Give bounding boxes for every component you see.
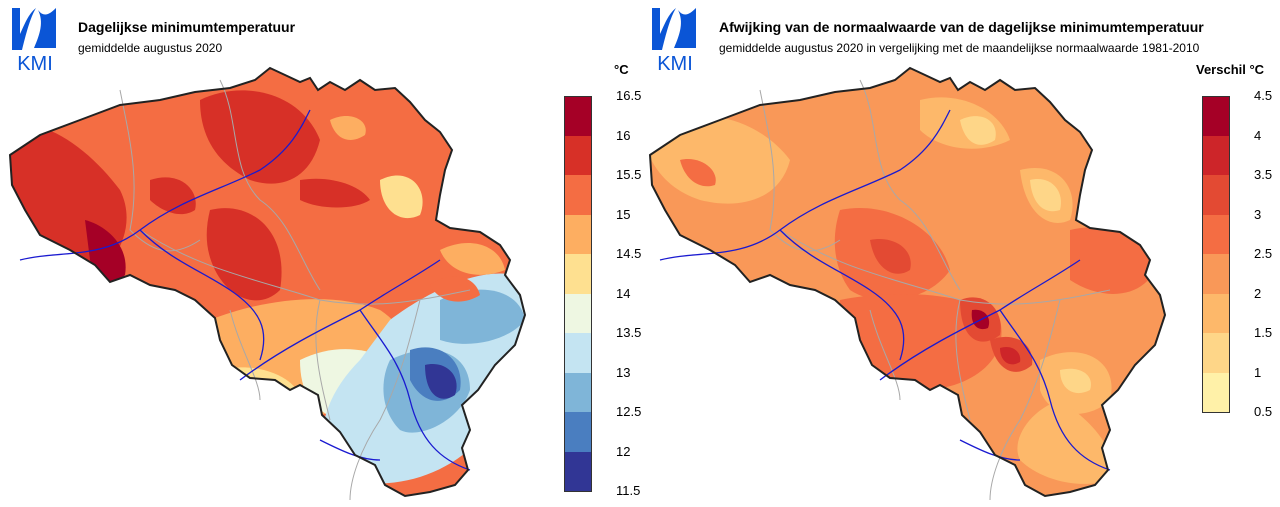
legend-swatch (564, 254, 592, 294)
anomaly-zones (650, 68, 1165, 496)
legend-tick-label: 13.5 (616, 325, 642, 340)
legend-tick-label: 3 (1254, 206, 1262, 222)
legend-swatch (564, 372, 592, 412)
panel-minimum-temperature: KMI Dagelijkse minimumtemperatuur gemidd… (9, 8, 642, 501)
legend-tick-label: 12 (616, 443, 631, 459)
legend-tick-label: 0.5 (1254, 404, 1273, 419)
legend-swatch (1202, 135, 1230, 175)
legend-tick-label: 1.5 (1254, 325, 1273, 340)
map-subtitle: gemiddelde augustus 2020 in vergelijking… (719, 41, 1200, 55)
map-title: Dagelijkse minimumtemperatuur (78, 19, 296, 35)
legend-swatch (1202, 175, 1230, 215)
legend-swatch (1202, 96, 1230, 137)
map-title: Afwijking van de normaalwaarde van de da… (719, 19, 1204, 35)
legend-swatch (564, 333, 592, 373)
legend-unit: °C (614, 62, 629, 77)
legend-swatch (1202, 372, 1230, 413)
legend-swatch (1202, 254, 1230, 294)
legend-swatch (564, 293, 592, 333)
kmi-logo-text: KMI (657, 53, 693, 74)
legend-swatch (1202, 214, 1230, 254)
legend-tick-label: 3.5 (1254, 167, 1273, 182)
legend-tick-label: 4 (1254, 127, 1262, 143)
province-borders (119, 79, 471, 501)
belgium-anomaly-map (649, 67, 1166, 501)
kmi-logo-icon: KMI (12, 8, 56, 74)
panel-temperature-anomaly: KMI Afwijking van de normaalwaarde van d… (640, 0, 1280, 507)
legend-tick-label: 2 (1254, 285, 1262, 301)
legend-swatch (564, 412, 592, 452)
kmi-logo-text: KMI (17, 53, 53, 74)
legend-tick-label: 11.5 (616, 483, 641, 498)
rivers (659, 109, 1111, 471)
province-borders (759, 79, 1111, 501)
legend-tick-label: 14 (616, 285, 631, 301)
legend-tick-label: 14.5 (616, 246, 642, 261)
temperature-zones (10, 68, 525, 496)
legend-tick-label: 16.5 (616, 88, 642, 103)
legend-tick-label: 1 (1254, 364, 1262, 380)
kmi-logo-icon: KMI (652, 8, 696, 74)
legend-swatch (1202, 333, 1230, 373)
legend-tick-label: 4.5 (1254, 88, 1273, 103)
legend-swatch (1202, 293, 1230, 333)
legend-tick-label: 2.5 (1254, 246, 1273, 261)
map-subtitle: gemiddelde augustus 2020 (78, 41, 223, 55)
legend-tick-label: 12.5 (616, 404, 642, 419)
belgium-temperature-map (9, 67, 526, 501)
legend-swatch (564, 135, 592, 175)
legend-swatch (564, 96, 592, 137)
legend-swatch (564, 175, 592, 215)
legend-tick-label: 15 (616, 206, 631, 222)
legend-unit: Verschil °C (1196, 62, 1265, 77)
legend-tick-label: 15.5 (616, 167, 642, 182)
legend-tick-label: 16 (616, 127, 631, 143)
legend-swatch (564, 214, 592, 254)
legend-tick-label: 13 (616, 364, 631, 380)
legend-swatch (564, 451, 592, 492)
